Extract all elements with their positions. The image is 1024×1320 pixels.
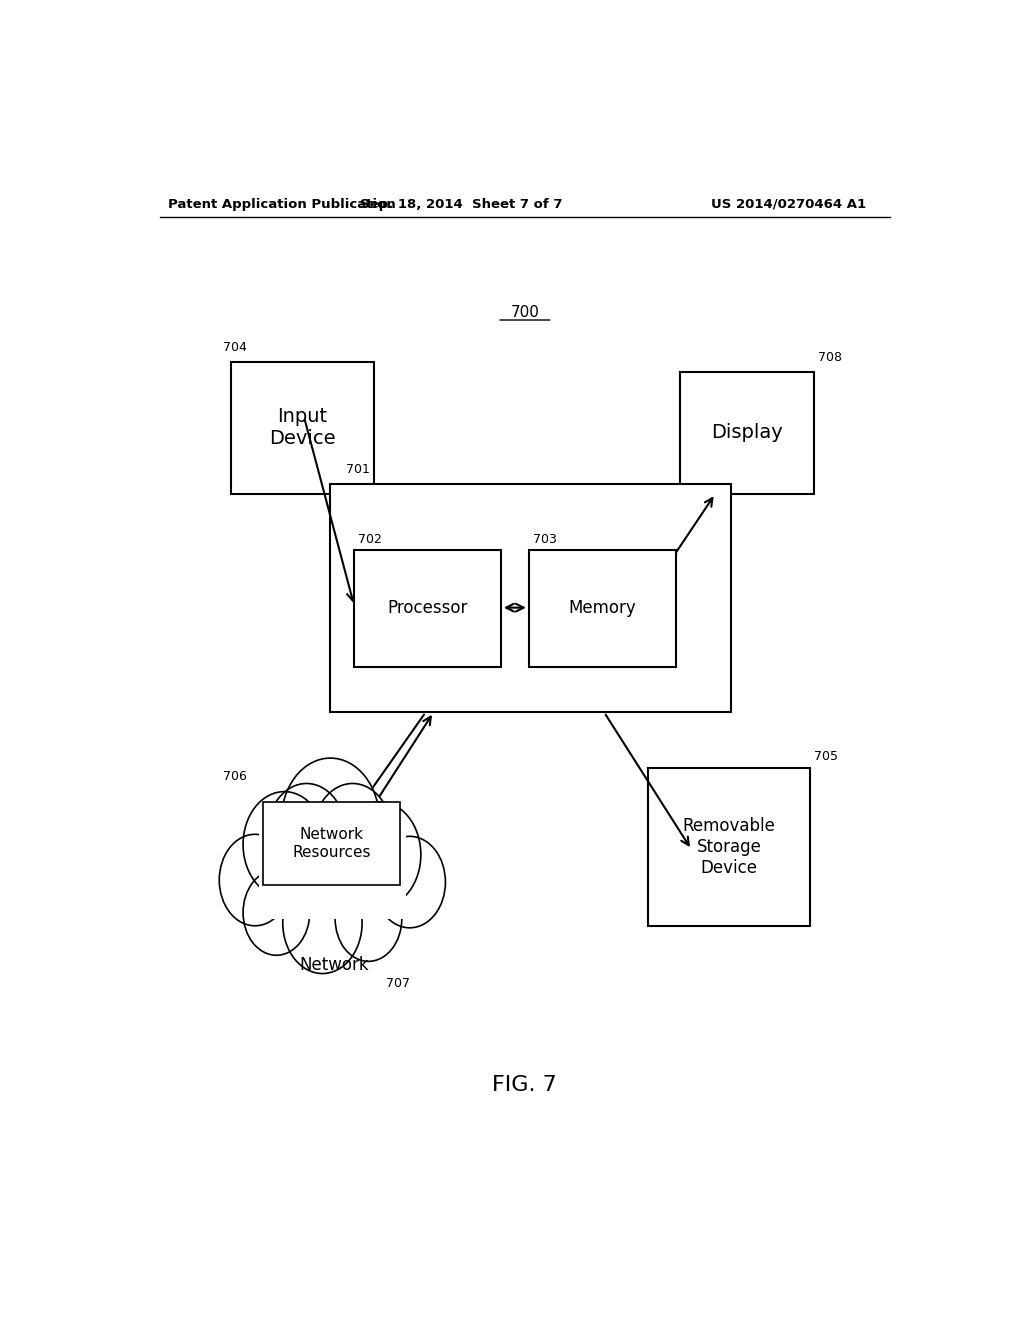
Circle shape: [282, 758, 380, 884]
Text: US 2014/0270464 A1: US 2014/0270464 A1: [711, 198, 866, 211]
Text: 704: 704: [223, 341, 247, 354]
Text: Input
Device: Input Device: [269, 408, 336, 449]
Text: 703: 703: [532, 533, 557, 545]
Text: Display: Display: [711, 424, 783, 442]
Circle shape: [335, 876, 401, 961]
Circle shape: [219, 834, 291, 925]
FancyBboxPatch shape: [231, 362, 374, 494]
Circle shape: [267, 784, 346, 886]
Text: 706: 706: [223, 771, 247, 784]
FancyBboxPatch shape: [680, 372, 814, 494]
Text: Patent Application Publication: Patent Application Publication: [168, 198, 395, 211]
Text: 700: 700: [510, 305, 540, 321]
Text: 708: 708: [818, 351, 843, 364]
FancyBboxPatch shape: [528, 549, 676, 667]
Text: Network: Network: [300, 956, 369, 974]
Text: 707: 707: [386, 977, 410, 990]
FancyBboxPatch shape: [263, 801, 400, 886]
Text: 702: 702: [358, 533, 382, 545]
Circle shape: [283, 873, 362, 974]
Text: Network
Resources: Network Resources: [292, 828, 371, 859]
FancyBboxPatch shape: [354, 549, 501, 667]
FancyBboxPatch shape: [259, 828, 406, 919]
Circle shape: [243, 792, 326, 898]
Text: Sep. 18, 2014  Sheet 7 of 7: Sep. 18, 2014 Sheet 7 of 7: [360, 198, 562, 211]
Text: Removable
Storage
Device: Removable Storage Device: [683, 817, 775, 876]
Text: 705: 705: [814, 750, 839, 763]
Circle shape: [313, 784, 392, 886]
Circle shape: [243, 870, 309, 956]
FancyBboxPatch shape: [331, 483, 731, 713]
Text: Memory: Memory: [568, 599, 636, 618]
Text: 701: 701: [346, 462, 370, 475]
Circle shape: [338, 801, 421, 907]
FancyBboxPatch shape: [648, 768, 811, 925]
Circle shape: [374, 837, 445, 928]
Text: Processor: Processor: [387, 599, 468, 618]
Text: FIG. 7: FIG. 7: [493, 1076, 557, 1096]
